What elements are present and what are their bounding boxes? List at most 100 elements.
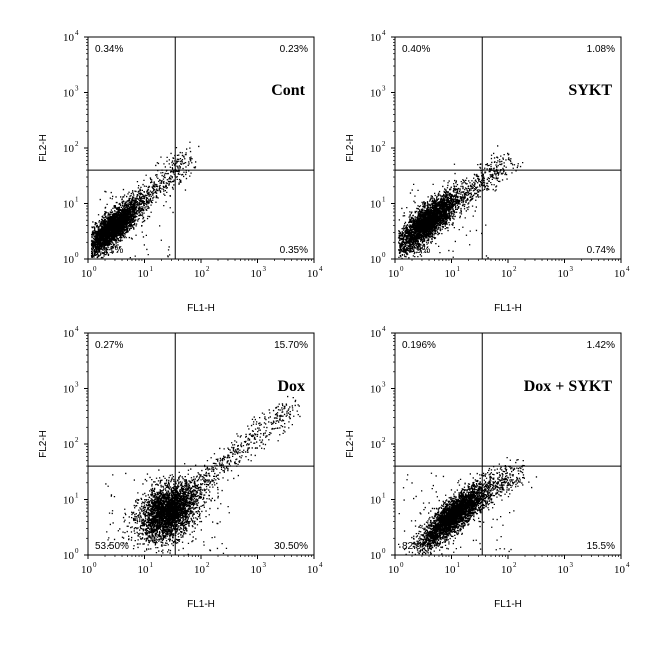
y-tick-label: 10: [63, 439, 75, 451]
x-tick-label: 10: [307, 564, 319, 576]
y-tick-label: 10: [63, 550, 75, 562]
x-tick-label: 10: [251, 268, 263, 280]
y-tick-label: 10: [370, 32, 382, 44]
scatter-point-cloud: [90, 141, 200, 259]
axis-ticks: [391, 332, 622, 559]
axis-ticks: [84, 36, 315, 263]
axis-ticks: [84, 332, 315, 559]
x-tick-exponent: 4: [626, 561, 630, 569]
x-tick-exponent: 1: [150, 561, 154, 569]
y-tick-exponent: 0: [382, 251, 386, 259]
x-axis-label: FL1-H: [494, 303, 522, 314]
panel-label: Cont: [271, 82, 305, 99]
quadrant-upper-right-value: 1.42%: [587, 340, 615, 351]
quadrant-upper-left-value: 0.34%: [95, 44, 123, 55]
y-tick-label: 10: [63, 495, 75, 507]
y-tick-exponent: 4: [382, 29, 386, 37]
y-tick-exponent: 3: [75, 85, 79, 93]
y-tick-label: 10: [63, 254, 75, 266]
y-tick-exponent: 1: [75, 196, 79, 204]
x-tick-label: 10: [558, 564, 570, 576]
scatter-points: [397, 145, 524, 260]
panel-label: Dox + SYKT: [524, 378, 613, 395]
y-tick-exponent: 2: [75, 436, 79, 444]
x-tick-exponent: 2: [513, 561, 517, 569]
y-tick-label: 10: [370, 384, 382, 396]
scatter-point-cloud: [105, 395, 301, 555]
x-tick-exponent: 2: [206, 265, 210, 273]
y-tick-exponent: 2: [382, 436, 386, 444]
quadrant-lower-right-value: 0.74%: [587, 245, 615, 256]
y-tick-exponent: 0: [75, 547, 79, 555]
x-tick-label: 10: [138, 268, 150, 280]
x-tick-label: 10: [194, 564, 206, 576]
axis-ticks: [391, 36, 622, 263]
y-tick-exponent: 3: [382, 85, 386, 93]
y-tick-label: 10: [370, 328, 382, 340]
y-tick-label: 10: [370, 88, 382, 100]
x-tick-exponent: 4: [319, 265, 323, 273]
x-tick-label: 10: [81, 268, 93, 280]
x-tick-exponent: 4: [626, 265, 630, 273]
x-tick-label: 10: [388, 564, 400, 576]
y-axis-label: FL2-H: [38, 134, 49, 162]
y-tick-label: 10: [370, 143, 382, 155]
x-tick-exponent: 0: [400, 561, 404, 569]
y-tick-label: 10: [63, 384, 75, 396]
y-axis-label: FL2-H: [345, 430, 356, 458]
x-tick-exponent: 3: [263, 265, 267, 273]
x-tick-label: 10: [558, 268, 570, 280]
quadrant-lower-right-value: 30.50%: [274, 541, 308, 552]
quadrant-lower-right-value: 0.35%: [280, 245, 308, 256]
x-tick-label: 10: [251, 564, 263, 576]
y-tick-label: 10: [370, 199, 382, 211]
quadrant-upper-right-value: 0.23%: [280, 44, 308, 55]
quadrant-upper-left-value: 0.196%: [402, 340, 436, 351]
x-tick-exponent: 0: [93, 561, 97, 569]
y-tick-exponent: 0: [75, 251, 79, 259]
scatter-points: [105, 395, 301, 555]
scatter-point-cloud: [398, 457, 538, 556]
y-tick-label: 10: [63, 88, 75, 100]
quadrant-lower-right-value: 15.5%: [587, 541, 615, 552]
x-tick-exponent: 1: [150, 265, 154, 273]
y-tick-label: 10: [370, 495, 382, 507]
quadrant-upper-left-value: 0.40%: [402, 44, 430, 55]
x-tick-label: 10: [307, 268, 319, 280]
x-tick-exponent: 3: [570, 265, 574, 273]
plot-frame: [394, 332, 622, 556]
y-tick-exponent: 3: [75, 381, 79, 389]
y-tick-label: 10: [63, 199, 75, 211]
x-tick-label: 10: [138, 564, 150, 576]
y-axis-label: FL2-H: [38, 430, 49, 458]
y-tick-label: 10: [370, 439, 382, 451]
y-tick-exponent: 1: [382, 492, 386, 500]
x-axis-label: FL1-H: [187, 303, 215, 314]
y-tick-exponent: 1: [382, 196, 386, 204]
scatter-point-cloud: [397, 145, 524, 260]
x-tick-label: 10: [614, 564, 626, 576]
quadrant-upper-right-value: 15.70%: [274, 340, 308, 351]
x-tick-label: 10: [388, 268, 400, 280]
y-tick-exponent: 4: [75, 29, 79, 37]
y-tick-exponent: 3: [382, 381, 386, 389]
x-tick-exponent: 0: [400, 265, 404, 273]
y-tick-exponent: 2: [382, 140, 386, 148]
y-tick-label: 10: [63, 143, 75, 155]
y-tick-exponent: 0: [382, 547, 386, 555]
quadrant-upper-right-value: 1.08%: [587, 44, 615, 55]
x-tick-label: 10: [445, 564, 457, 576]
quadrant-upper-left-value: 0.27%: [95, 340, 123, 351]
y-tick-exponent: 4: [382, 325, 386, 333]
x-tick-exponent: 0: [93, 265, 97, 273]
quadrant-lower-left-value: 82.9%: [402, 541, 430, 552]
x-tick-exponent: 3: [263, 561, 267, 569]
y-tick-exponent: 1: [75, 492, 79, 500]
x-tick-label: 10: [445, 268, 457, 280]
quadrant-lower-left-value: 97.9%: [402, 245, 430, 256]
scatter-panel-4: 10 010 010 110 110 210 210 310 310 410 4FL1-HFL2-H…: [345, 325, 630, 610]
scatter-points: [90, 141, 200, 259]
scatter-panel-1: 10 010 010 110 110 210 210 310 310 410 4FL1-HFL2-H…: [38, 29, 323, 314]
y-tick-exponent: 4: [75, 325, 79, 333]
scatter-points: [398, 457, 538, 556]
